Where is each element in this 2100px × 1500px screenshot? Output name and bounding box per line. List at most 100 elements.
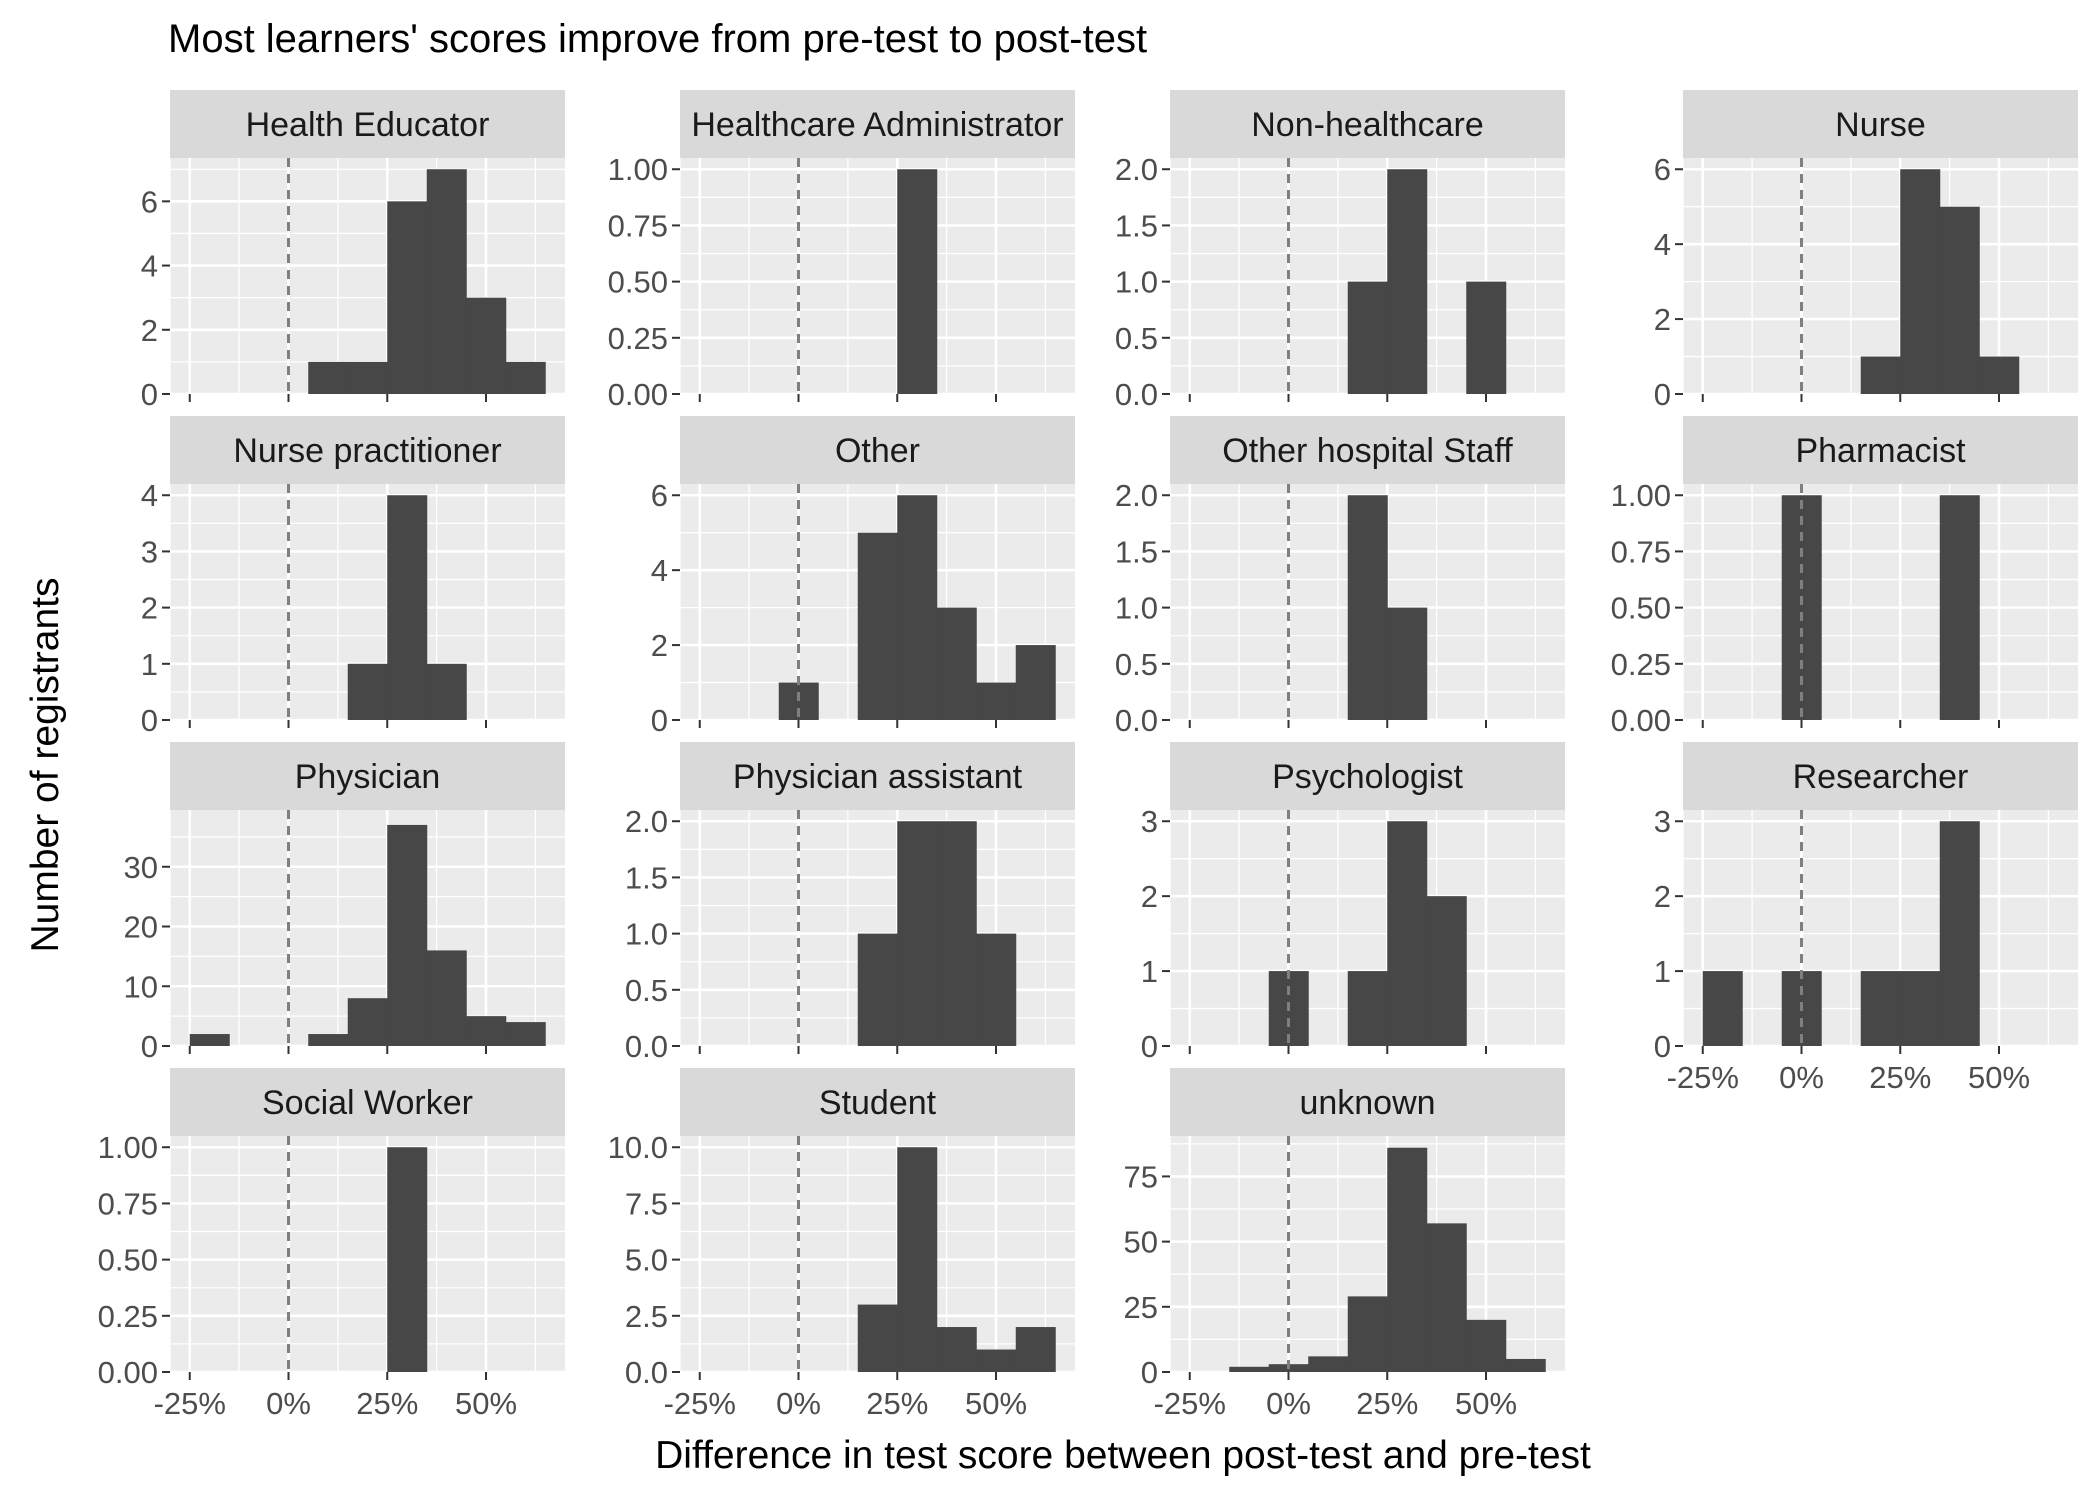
panel-physician-y-tick-label: 20 <box>124 910 158 945</box>
chart-title: Most learners' scores improve from pre-t… <box>168 17 1147 61</box>
panel-student-bar <box>976 1349 1017 1372</box>
panel-other-y-tick-label: 6 <box>651 478 668 513</box>
panel-physician-bar <box>189 1034 230 1046</box>
panel-researcher-y-tick-label: 0 <box>1654 1029 1671 1064</box>
panel-health-educator-y-tick-label: 2 <box>141 313 158 348</box>
panel-student-bar <box>1015 1327 1056 1372</box>
panel-student-x-tick-label: 0% <box>776 1386 821 1421</box>
panel-unknown-x-tick-label: 50% <box>1455 1386 1517 1421</box>
panel-health-educator-bar <box>466 297 507 394</box>
panel-unknown-y-tick-label: 0 <box>1141 1355 1158 1390</box>
panel-social-worker-background <box>170 1136 565 1372</box>
panel-other-bar <box>857 532 898 720</box>
panel-unknown-bar <box>1505 1358 1546 1372</box>
panel-pharmacist-background <box>1683 484 2078 720</box>
x-axis-label: Difference in test score between post-te… <box>655 1434 1591 1477</box>
panel-non-healthcare-y-tick-label: 0.0 <box>1115 377 1158 412</box>
panel-pharmacist-y-tick-label: 1.00 <box>1611 478 1671 513</box>
panel-psychologist-y-tick-label: 3 <box>1141 804 1158 839</box>
panel-physician-assistant-y-tick-label: 1.0 <box>625 917 668 952</box>
panel-nurse-practitioner-y-tick-label: 0 <box>141 703 158 738</box>
panel-student-x-tick-label: 25% <box>866 1386 928 1421</box>
panel-health-educator-bar <box>308 361 349 394</box>
panel-other-hospital-staff-bar <box>1347 495 1388 720</box>
panel-other-hospital-staff-bar <box>1387 607 1428 720</box>
panel-nurse-practitioner-bar <box>387 495 428 720</box>
panel-other-hospital-staff-y-tick-label: 1.0 <box>1115 591 1158 626</box>
panel-unknown-bar <box>1308 1356 1349 1372</box>
panel-student: Student 0.0 2.5 5.0 7.5 10.0 -25% 0% 25% 50% <box>608 1068 1075 1421</box>
panel-other-bar <box>936 607 977 720</box>
panel-nurse-y-tick-label: 2 <box>1654 302 1671 337</box>
panel-nurse-strip <box>1683 90 2078 158</box>
panel-physician-bar <box>466 1016 507 1046</box>
panel-pharmacist: Pharmacist 0.00 0.25 0.50 0.75 1.00 <box>1611 416 2078 738</box>
panel-unknown-y-tick-label: 50 <box>1124 1225 1158 1260</box>
panel-healthcare-administrator: Healthcare Administrator 0.00 0.25 0.50 0.75… <box>608 90 1075 412</box>
facet-panels: Health Educator 0 2 4 6 Healthcare Administra… <box>98 90 2078 1421</box>
panel-physician-y-tick-label: 0 <box>141 1029 158 1064</box>
panel-other-y-tick-label: 4 <box>651 553 668 588</box>
panel-researcher-x-tick-label: 0% <box>1779 1060 1824 1095</box>
panel-other-hospital-staff-y-tick-label: 0.0 <box>1115 703 1158 738</box>
panel-nurse-practitioner-strip <box>170 416 565 484</box>
panel-researcher-x-tick-label: 25% <box>1869 1060 1931 1095</box>
panel-unknown: unknown 0 25 50 75 -25% 0% 25% 50% <box>1124 1068 1565 1421</box>
panel-other-hospital-staff-y-tick-label: 1.5 <box>1115 534 1158 569</box>
panel-psychologist-strip-label: Psychologist <box>1272 758 1463 796</box>
panel-non-healthcare-y-tick-label: 1.5 <box>1115 208 1158 243</box>
panel-unknown-bar <box>1466 1319 1507 1372</box>
panel-physician-assistant-y-tick-label: 2.0 <box>625 804 668 839</box>
panel-social-worker-x-tick-label: 25% <box>356 1386 418 1421</box>
panel-researcher-x-tick-label: -25% <box>1667 1060 1739 1095</box>
panel-other-bar <box>976 682 1017 720</box>
panel-social-worker: Social Worker 0.00 0.25 0.50 0.75 1.00 -25% 0% 2… <box>98 1068 565 1421</box>
panel-researcher-bar <box>1702 971 1743 1046</box>
panel-unknown-bar <box>1229 1366 1270 1372</box>
panel-nurse-y-tick-label: 0 <box>1654 377 1671 412</box>
panel-non-healthcare-y-tick-label: 2.0 <box>1115 152 1158 187</box>
panel-other-hospital-staff: Other hospital Staff 0.0 0.5 1.0 1.5 2.0 <box>1115 416 1565 738</box>
panel-pharmacist-bar <box>1939 495 1980 720</box>
panel-pharmacist-y-tick-label: 0.75 <box>1611 534 1671 569</box>
panel-student-bar <box>857 1304 898 1372</box>
panel-non-healthcare-bar <box>1466 281 1507 394</box>
panel-psychologist-y-tick-label: 2 <box>1141 879 1158 914</box>
panel-other-bar <box>1015 645 1056 720</box>
panel-non-healthcare-bar <box>1387 169 1428 394</box>
panel-health-educator: Health Educator 0 2 4 6 <box>141 90 565 412</box>
panel-social-worker-y-tick-label: 0.75 <box>98 1186 158 1221</box>
panel-researcher-bar <box>1900 971 1941 1046</box>
panel-unknown-y-tick-label: 25 <box>1124 1290 1158 1325</box>
panel-physician-assistant-bar <box>897 821 938 1046</box>
panel-health-educator-strip <box>170 90 565 158</box>
panel-unknown-y-tick-label: 75 <box>1124 1159 1158 1194</box>
panel-nurse-bar <box>1939 206 1980 394</box>
panel-physician-assistant-strip <box>680 742 1075 810</box>
panel-nurse-practitioner-y-tick-label: 3 <box>141 534 158 569</box>
panel-physician-strip <box>170 742 565 810</box>
panel-other-strip-label: Other <box>835 432 920 470</box>
panel-social-worker-strip <box>170 1068 565 1136</box>
panel-student-y-tick-label: 10.0 <box>608 1130 668 1165</box>
panel-pharmacist-y-tick-label: 0.00 <box>1611 703 1671 738</box>
panel-health-educator-bar <box>387 201 428 394</box>
panel-physician-bar <box>387 824 428 1046</box>
panel-psychologist-bar <box>1347 971 1388 1046</box>
panel-nurse-bar <box>1860 356 1901 394</box>
panel-psychologist-bar <box>1426 896 1467 1046</box>
panel-physician-assistant-bar <box>936 821 977 1046</box>
panel-researcher-bar <box>1939 821 1980 1046</box>
panel-non-healthcare-strip-label: Non-healthcare <box>1251 106 1483 144</box>
panel-nurse-practitioner-strip-label: Nurse practitioner <box>233 432 501 470</box>
panel-student-bar <box>936 1327 977 1372</box>
panel-other: Other 0 2 4 6 <box>651 416 1075 738</box>
panel-health-educator-y-tick-label: 4 <box>141 249 158 284</box>
panel-social-worker-y-tick-label: 0.50 <box>98 1243 158 1278</box>
panel-healthcare-administrator-y-tick-label: 1.00 <box>608 152 668 187</box>
panel-social-worker-y-tick-label: 1.00 <box>98 1130 158 1165</box>
panel-healthcare-administrator-background <box>680 158 1075 394</box>
panel-physician-assistant-y-tick-label: 0.0 <box>625 1029 668 1064</box>
panel-unknown-strip-label: unknown <box>1299 1084 1435 1122</box>
